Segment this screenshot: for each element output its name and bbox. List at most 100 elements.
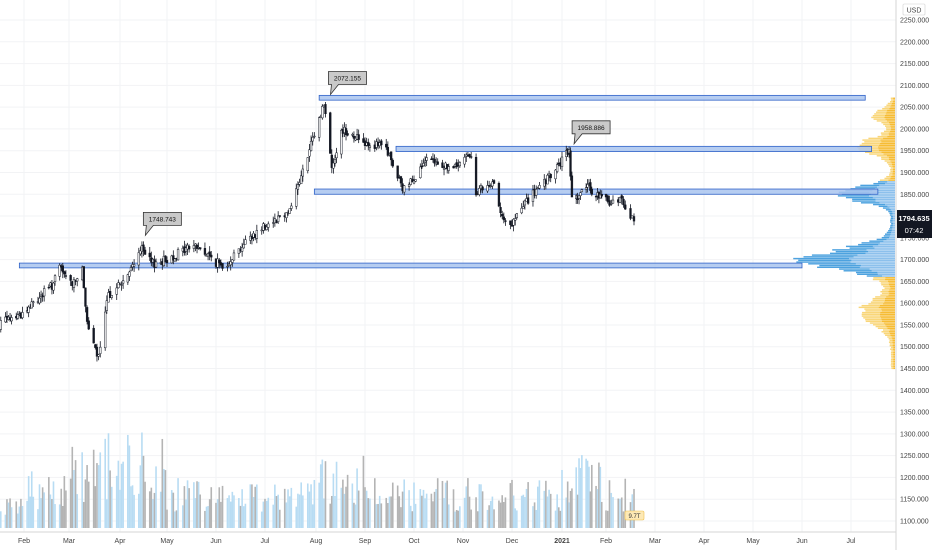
volume-bar [198,482,200,528]
volume-bar [15,501,17,528]
volume-profile-bar-down [893,352,895,353]
volume-bar [623,511,625,528]
volume-bar [133,495,135,528]
volume-bar [185,500,187,528]
candle-body [295,189,297,207]
candle-body [43,289,45,296]
volume-bar [238,498,240,528]
volume-bar [578,458,580,528]
volume-profile-bar-up [868,138,883,139]
volume-profile-bar-up [878,136,888,137]
price-tick-label: 2100.000 [900,83,929,90]
volume-bar [448,504,450,528]
volume-bar [188,488,190,528]
volume-profile-bar-up [891,366,893,367]
volume-bar [176,510,178,528]
volume-profile-bar-up [889,166,892,167]
candle-body [70,275,72,280]
volume-bar [577,495,579,528]
volume-profile-bar-down [889,157,895,158]
volume-bar [601,502,603,528]
volume-profile-bar-up [817,267,860,268]
volume-profile-bar-up [891,359,893,360]
candle-body [448,167,450,171]
volume-bar [389,497,391,528]
candle-body [347,133,349,135]
volume-bar [261,512,263,528]
volume-profile-bar-up [836,251,869,252]
volume-bar [295,507,297,528]
candle-body [267,224,269,228]
volume-profile-bar-down [883,240,895,241]
volume-profile-bar-down [893,214,895,215]
volume-bar [610,493,612,528]
volume-profile-bar-down [890,178,895,179]
volume-profile-bar-up [862,312,880,313]
volume-profile-bar-down [884,117,895,118]
volume-profile-bar-down [893,354,895,355]
candle-body [535,189,537,195]
volume-profile-bar-down [893,364,895,365]
volume-profile-bar-up [874,113,885,114]
volume-profile-bar-down [876,199,895,200]
volume-profile-bar-down [883,138,895,139]
volume-bar [624,479,626,528]
volume-profile-bar-down [893,361,895,362]
volume-bar [527,482,529,528]
volume-profile-bar-down [891,129,895,130]
volume-bar [149,491,151,528]
candle-body [437,162,439,165]
volume-profile-bar-down [885,183,895,184]
volume-bar [174,511,176,528]
volume-profile-bar-down [893,345,895,346]
volume-profile-bar-up [830,253,866,254]
volume-profile-bar-up [875,296,886,297]
volume-bar [493,509,495,528]
candle-body [369,146,371,148]
volume-bar [521,496,523,528]
volume-profile-bar-down [888,206,895,207]
volume-profile-bar-down [893,225,895,226]
volume-bar [619,499,621,528]
volume-profile-bar-up [844,270,872,271]
candle-body [624,205,626,209]
volume-bar [424,498,426,528]
volume-profile-bar-up [881,159,889,160]
candle-body [39,298,41,303]
candle-body [129,272,131,276]
candle-body [336,153,338,158]
volume-profile-bar-up [883,329,890,330]
candle-body [351,134,353,135]
volume-profile-bar-up [856,272,877,273]
volume-bar [251,484,253,528]
volume-profile-bar-down [881,308,895,309]
volume-profile-bar-down [886,113,895,114]
volume-profile-bar-up [859,307,879,308]
volume-profile-bar-up [865,319,881,320]
candle-body [509,221,511,225]
candle-body [501,214,503,216]
volume-profile-bar-down [870,268,895,269]
volume-profile-bar-down [879,145,895,146]
volume-bar [510,483,512,528]
volume-bar [98,465,100,528]
volume-profile-bar-up [890,343,893,344]
volume-bar [336,462,338,528]
volume-profile-bar-up [882,289,889,290]
volume-bar [95,486,97,528]
volume-profile-bar-up [891,218,893,219]
volume-bar [567,482,569,528]
candle-body [245,240,247,245]
price-tick-label: 1150.000 [900,497,929,504]
zone-rectangle [396,146,872,151]
volume-profile-bar-up [862,139,880,140]
candle-body [498,183,500,206]
volume-profile-bar-up [863,317,880,318]
volume-bar [369,499,371,528]
volume-bar [545,481,547,528]
volume-profile-bar-down [892,228,895,229]
volume-profile-bar-up [887,232,892,233]
volume-bar [75,460,77,528]
time-tick-label: 2021 [554,538,570,545]
